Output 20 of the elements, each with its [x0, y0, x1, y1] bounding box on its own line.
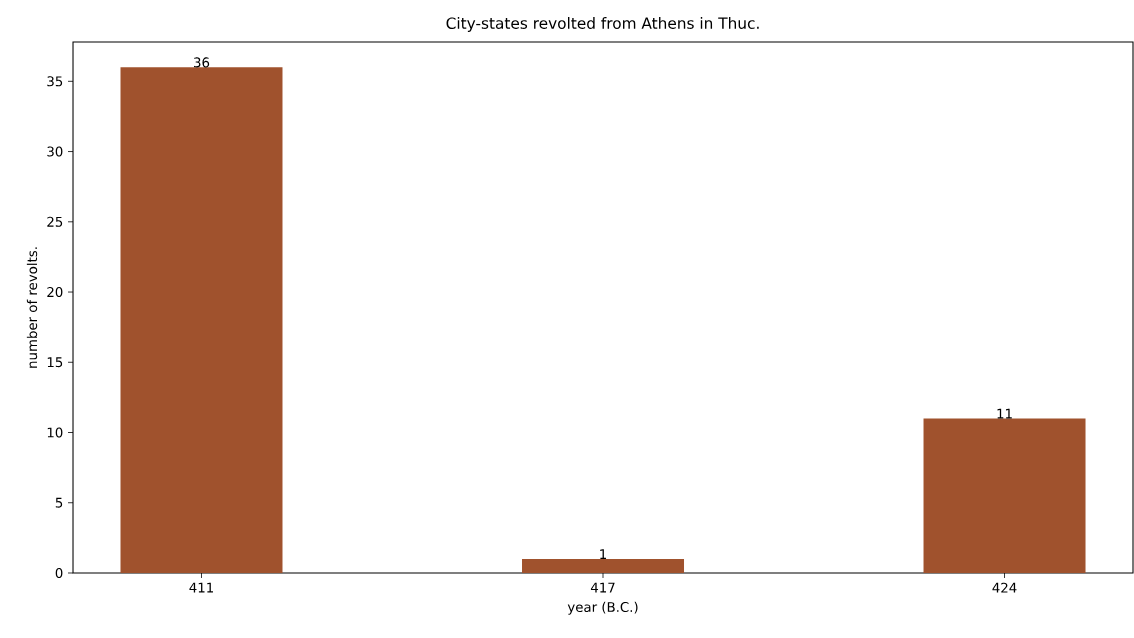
- chart-title: City-states revolted from Athens in Thuc.: [446, 17, 759, 32]
- x-tick-label: 417: [590, 582, 615, 593]
- y-tick-label: 25: [47, 216, 63, 227]
- y-tick-label: 10: [47, 427, 63, 438]
- y-tick-label: 15: [47, 357, 63, 368]
- bar: [522, 558, 685, 573]
- data-label: 36: [194, 57, 210, 68]
- y-tick-label: 35: [47, 76, 63, 87]
- y-tick-label: 30: [47, 146, 63, 157]
- y-axis-title: number of revolts.: [26, 247, 38, 368]
- x-tick-label: 424: [992, 582, 1017, 593]
- y-tick-label: 20: [47, 286, 63, 298]
- y-tick-label: 0: [55, 567, 63, 579]
- bar: [923, 418, 1086, 573]
- bar: [120, 67, 283, 573]
- data-label: 11: [997, 408, 1012, 419]
- data-label: 1: [600, 549, 607, 559]
- y-tick-label: 5: [55, 497, 63, 508]
- x-tick-label: 411: [189, 582, 213, 593]
- x-axis-title: year (B.C.): [567, 601, 638, 615]
